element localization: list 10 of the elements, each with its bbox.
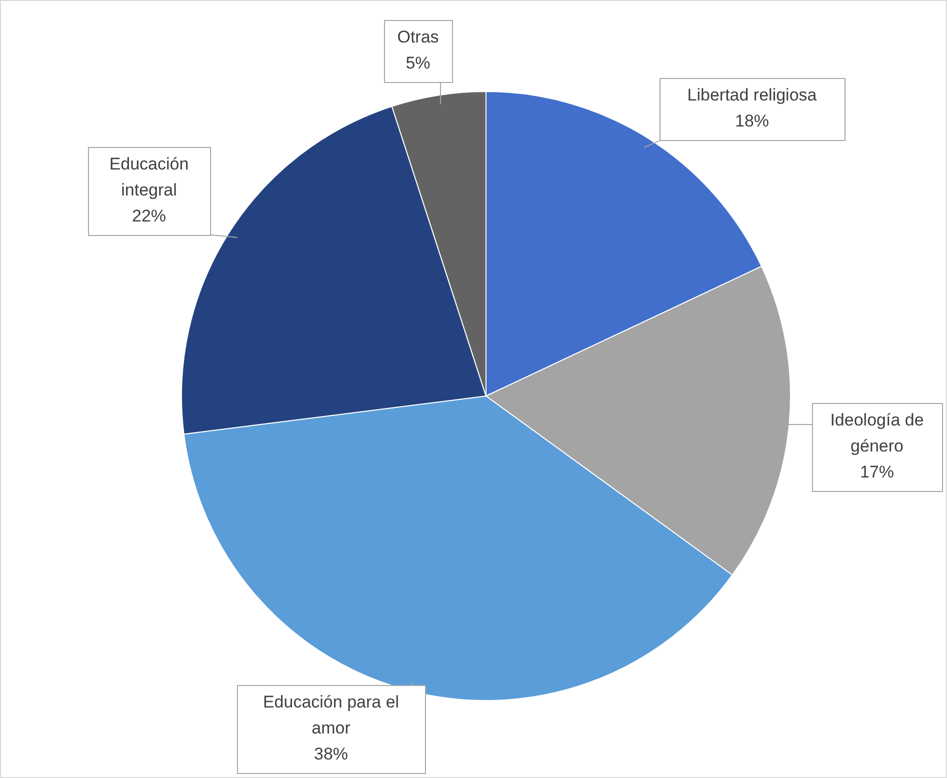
data-label: 18% [734, 112, 770, 131]
data-label: 38% [314, 744, 348, 764]
legend-label: Ideología de género [830, 410, 924, 456]
data-label: 22% [132, 206, 166, 226]
slice-label: Otras [397, 28, 439, 47]
data-label: 5% [406, 54, 430, 73]
slice-label: Educación integral [109, 154, 189, 200]
data-label: 17% [860, 462, 894, 482]
slice-label: Educación para el amor [262, 692, 400, 738]
slice-label: Libertad religiosa [687, 86, 818, 105]
